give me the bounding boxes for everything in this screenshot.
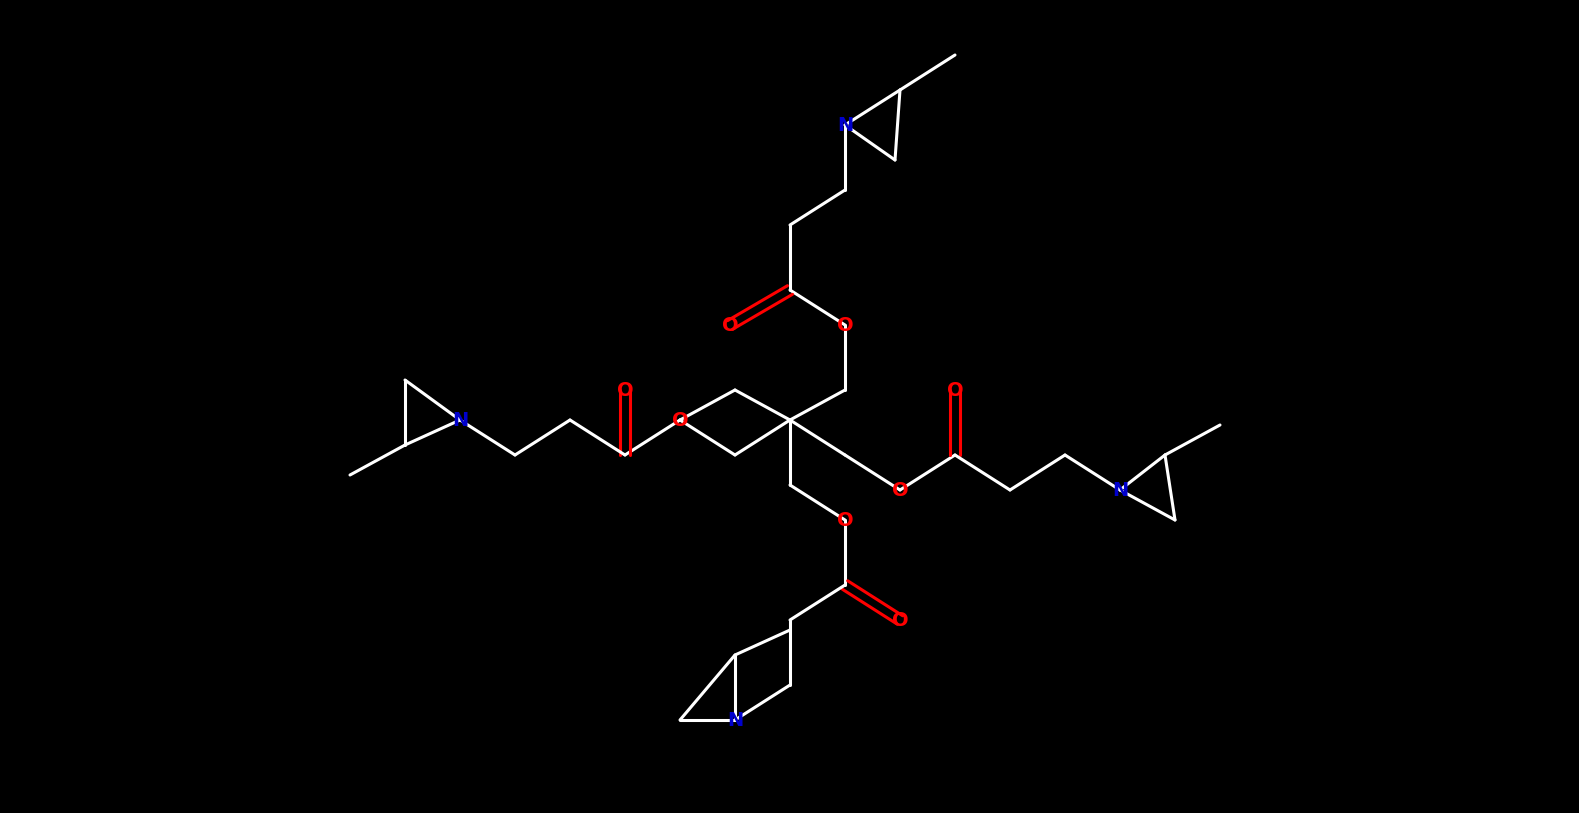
Text: N: N — [452, 411, 467, 429]
Text: N: N — [726, 711, 744, 729]
Text: N: N — [837, 115, 853, 134]
Text: O: O — [892, 611, 908, 629]
Text: O: O — [892, 480, 908, 499]
Text: O: O — [722, 315, 739, 334]
Text: O: O — [671, 411, 688, 429]
Text: O: O — [947, 380, 963, 399]
Text: O: O — [837, 315, 853, 334]
Text: O: O — [617, 380, 633, 399]
Text: N: N — [1112, 480, 1127, 499]
Text: O: O — [837, 511, 853, 529]
